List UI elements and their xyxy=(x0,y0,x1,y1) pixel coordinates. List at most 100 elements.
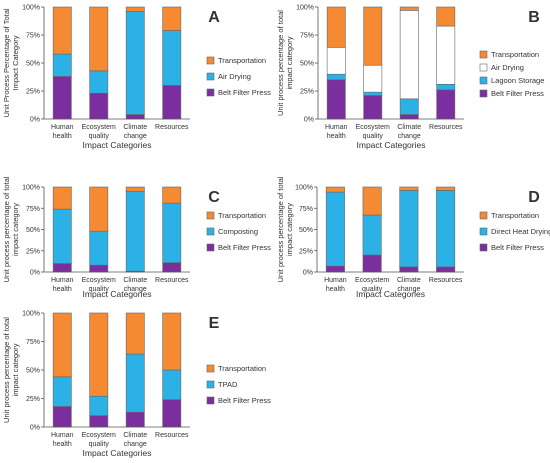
legend-swatch xyxy=(206,364,215,373)
legend-entry: Composting xyxy=(218,227,258,236)
bar-segment xyxy=(362,186,382,216)
bar-segment xyxy=(162,85,182,120)
bar-segment xyxy=(363,64,383,93)
legend-swatch xyxy=(206,380,215,389)
y-tick-label: 0% xyxy=(30,425,40,432)
bar-segment xyxy=(89,395,109,416)
y-axis-label: Unit process percentage of total xyxy=(2,317,11,423)
bar-segment xyxy=(162,6,182,31)
y-tick-label: 75% xyxy=(299,206,313,213)
x-tick-label: health xyxy=(53,441,72,448)
legend-entry: Belt Filter Press xyxy=(218,88,271,97)
x-tick-label: Resources xyxy=(155,124,189,131)
y-tick-label: 25% xyxy=(299,248,313,255)
bar-segment xyxy=(89,70,109,94)
y-tick-label: 75% xyxy=(26,206,40,213)
y-tick-label: 100% xyxy=(296,5,314,12)
bar-segment xyxy=(125,190,145,272)
x-axis-label: Impact Categories xyxy=(356,289,425,299)
x-tick-label: Ecosystem xyxy=(82,432,116,439)
bar-segment xyxy=(326,79,346,120)
bar-segment xyxy=(436,190,456,268)
bar-segment xyxy=(89,230,109,266)
bar-segment xyxy=(436,6,456,27)
x-tick-label: Ecosystem xyxy=(82,124,116,131)
bar-segment xyxy=(52,376,72,407)
bar-segment xyxy=(89,312,109,397)
x-axis-label: Impact Categories xyxy=(357,140,426,150)
y-axis-label: impact category xyxy=(285,36,294,89)
y-tick-label: 50% xyxy=(300,61,314,68)
legend-swatch xyxy=(479,243,488,252)
x-tick-label: Climate xyxy=(123,432,147,439)
bar-segment xyxy=(162,186,182,204)
y-axis-label: Unit process percentage of total xyxy=(276,176,285,282)
bar-segment xyxy=(52,53,72,77)
x-tick-label: Climate xyxy=(123,277,147,284)
bar-segment xyxy=(125,6,145,12)
bar-segment xyxy=(162,202,182,263)
y-tick-label: 100% xyxy=(22,311,40,318)
legend-entry: Transportation xyxy=(218,364,266,373)
bar-segment xyxy=(326,6,346,48)
legend-swatch xyxy=(479,76,488,85)
x-tick-label: quality xyxy=(89,133,110,140)
legend-swatch xyxy=(479,227,488,236)
legend-entry: Direct Heat Drying xyxy=(491,227,550,236)
legend-entry: Transportation xyxy=(218,56,266,65)
y-axis-label: impact category xyxy=(11,343,20,396)
x-tick-label: change xyxy=(398,133,421,140)
bar-segment xyxy=(162,312,182,371)
y-tick-label: 0% xyxy=(30,270,40,277)
x-tick-label: Human xyxy=(51,432,74,439)
x-tick-label: health xyxy=(326,286,345,293)
legend-entry: Belt Filter Press xyxy=(491,89,544,98)
y-axis-label: impact category xyxy=(11,203,20,256)
x-tick-label: change xyxy=(397,286,420,293)
bar-segment xyxy=(125,186,145,192)
bar-segment xyxy=(52,406,72,428)
y-tick-label: 75% xyxy=(26,33,40,40)
y-tick-label: 50% xyxy=(26,368,40,375)
panel-label: C xyxy=(208,189,220,206)
y-tick-label: 100% xyxy=(22,5,40,12)
bar-segment xyxy=(363,95,383,120)
bar-segment xyxy=(325,191,345,267)
chart-panel-b: Human health Ecosystem quality Climate change… xyxy=(276,5,544,151)
y-tick-label: 100% xyxy=(295,185,313,192)
panel-label: D xyxy=(528,189,540,206)
bar-segment xyxy=(52,186,72,210)
chart-panel-d: Human health Ecosystem quality Climate change… xyxy=(276,176,550,299)
bar-segment xyxy=(326,73,346,81)
bar-segment xyxy=(52,208,72,264)
bar-segment xyxy=(89,415,109,428)
legend-entry: Transportation xyxy=(491,211,539,220)
legend-entry: Transportation xyxy=(218,211,266,220)
y-tick-label: 25% xyxy=(300,89,314,96)
x-tick-label: Ecosystem xyxy=(355,277,389,284)
y-tick-label: 0% xyxy=(30,117,40,124)
bar-segment xyxy=(399,98,419,115)
bar-segment xyxy=(162,369,182,400)
panel-label: A xyxy=(208,9,220,26)
bar-segment xyxy=(162,399,182,428)
x-tick-label: Human xyxy=(324,277,347,284)
legend-swatch xyxy=(479,50,488,59)
chart-panel-e: Human health Ecosystem quality Climate change… xyxy=(2,311,271,459)
x-tick-label: Human xyxy=(325,124,348,131)
y-tick-label: 25% xyxy=(26,89,40,96)
x-tick-label: quality xyxy=(89,286,110,293)
legend-swatch xyxy=(479,63,488,72)
bar-segment xyxy=(399,186,419,191)
bar-segment xyxy=(52,312,72,378)
x-tick-label: Resources xyxy=(429,124,463,131)
y-tick-label: 50% xyxy=(26,227,40,234)
y-axis-label: Unit Process Percentage of Total xyxy=(2,8,11,117)
legend-entry: Belt Filter Press xyxy=(218,396,271,405)
x-tick-label: change xyxy=(124,441,147,448)
x-tick-label: health xyxy=(53,133,72,140)
bar-segment xyxy=(52,263,72,273)
bar-segment xyxy=(399,190,419,268)
x-tick-label: Climate xyxy=(397,124,421,131)
x-tick-label: Resources xyxy=(155,277,189,284)
